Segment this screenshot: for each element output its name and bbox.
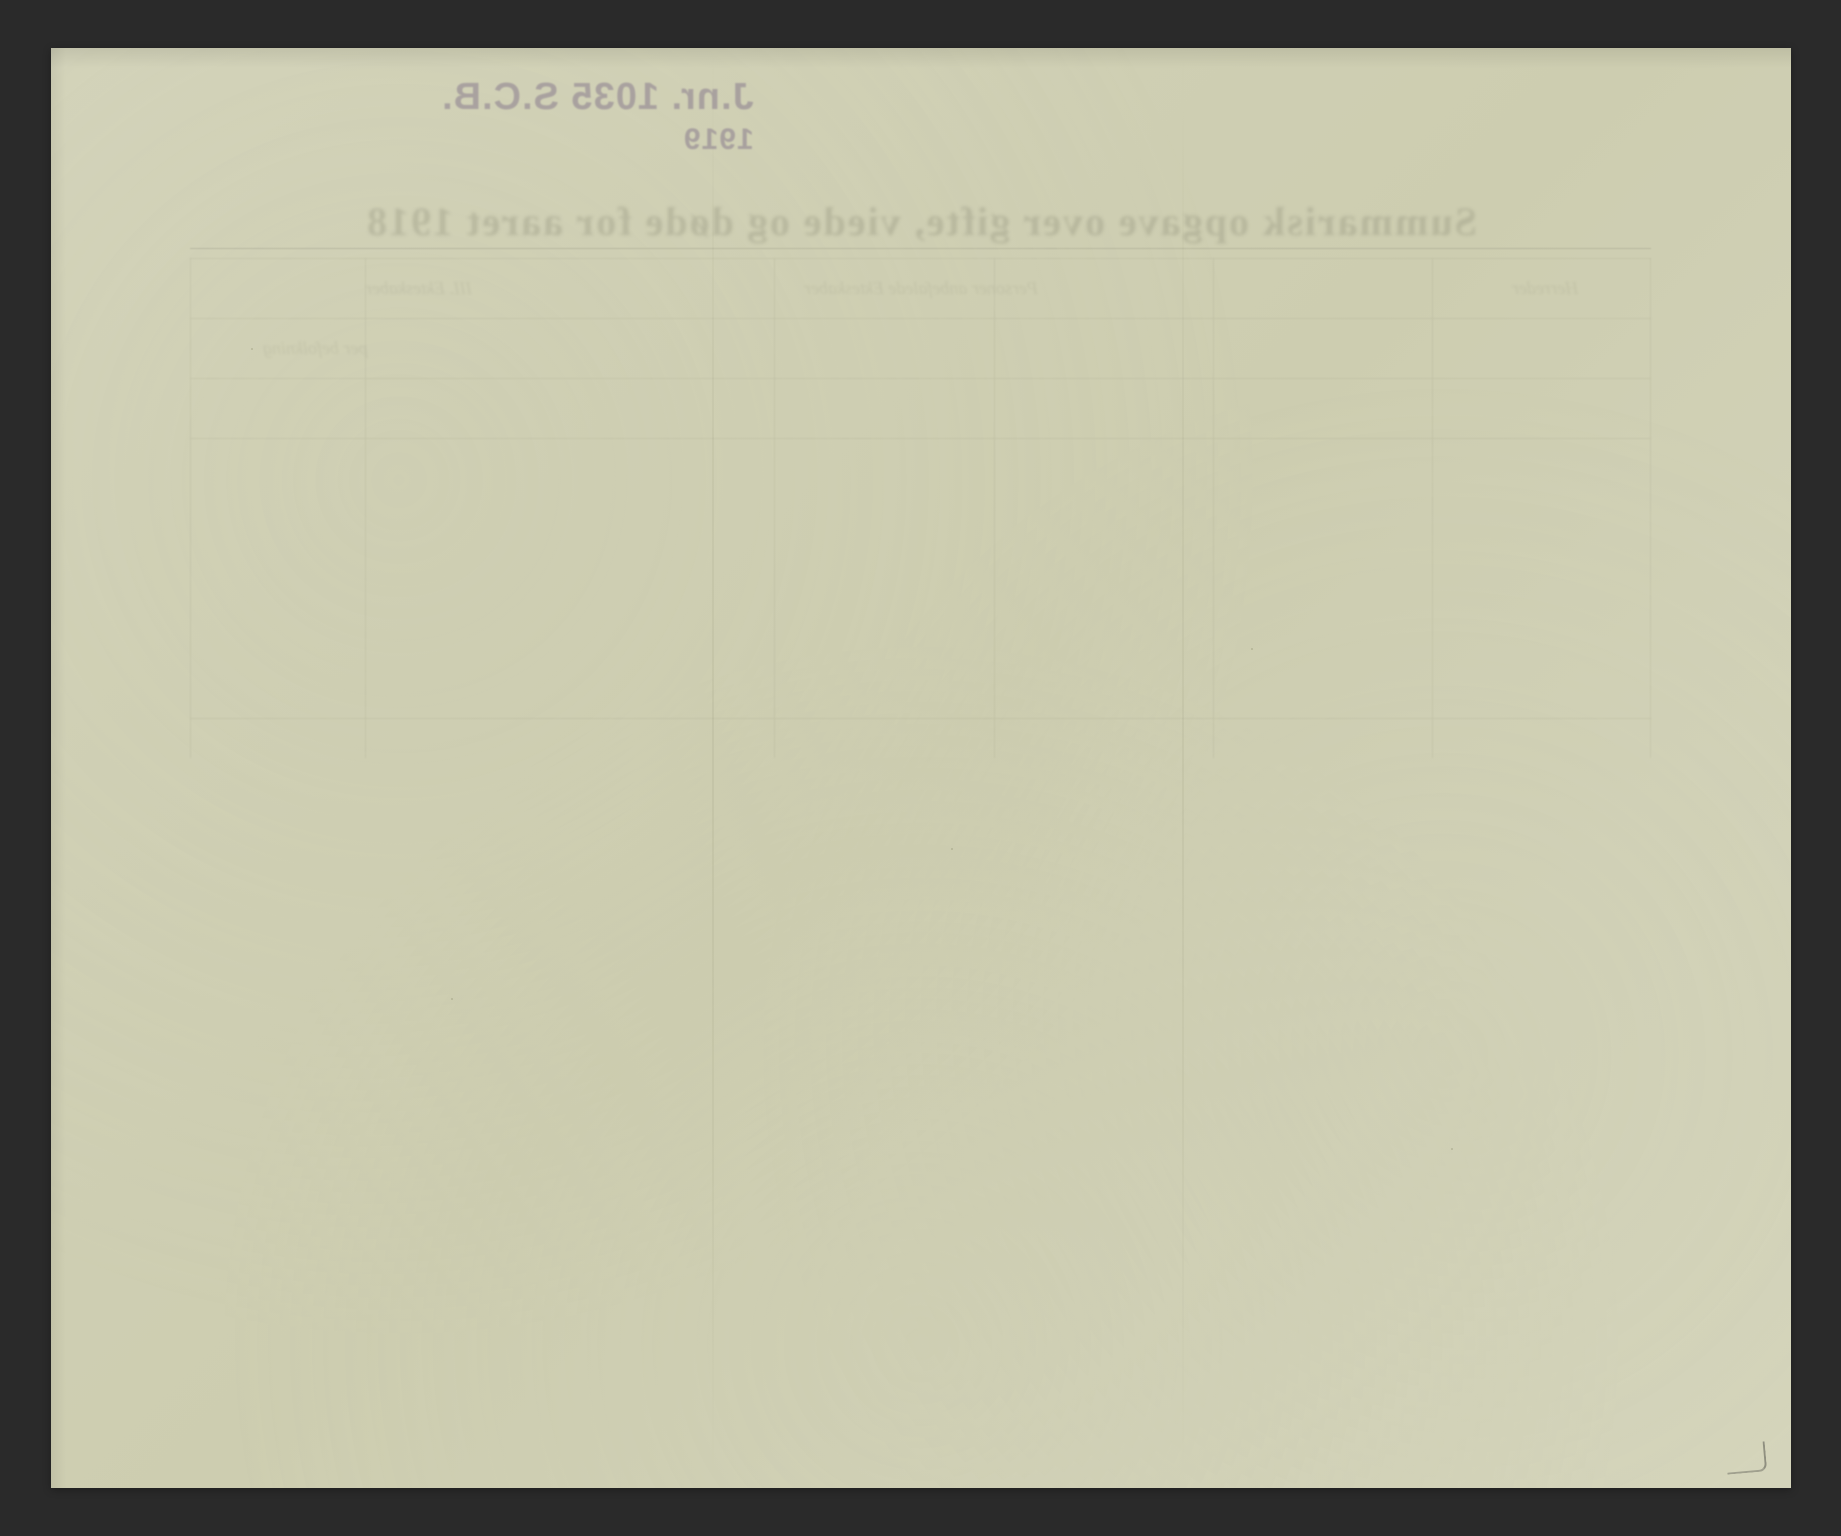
paper-speckle	[1451, 1148, 1453, 1150]
paper-speckle	[251, 348, 253, 350]
scanned-document-page: J.nr. 1035 S.C.B. 1919 Summarisk opgave …	[51, 48, 1791, 1488]
bleed-table-header: Herreder	[1512, 278, 1578, 299]
stamp-year: 1919	[441, 123, 754, 157]
bleed-through-rule	[190, 248, 1652, 249]
paper-speckle	[451, 998, 453, 1000]
paper-speckle	[1251, 648, 1253, 650]
edge-shadow	[51, 48, 1791, 68]
bleed-through-table: Herreder Personer anbefalede Ekteskaber …	[190, 258, 1652, 758]
bleed-table-header: Personer anbefalede Ekteskaber	[804, 278, 1038, 299]
paper-speckle	[951, 848, 953, 850]
bleed-table-header: III. Ekteskaber	[365, 278, 472, 299]
stamp-journal-number: J.nr. 1035 S.C.B.	[441, 76, 754, 119]
bleed-table-header: per befolkning	[263, 338, 367, 359]
bleed-through-title: Summarisk opgave over gifte, viede og dø…	[365, 198, 1477, 245]
edge-shadow	[51, 48, 66, 1488]
journal-number-stamp: J.nr. 1035 S.C.B. 1919	[441, 76, 754, 157]
page-corner-curl	[1724, 1441, 1766, 1474]
